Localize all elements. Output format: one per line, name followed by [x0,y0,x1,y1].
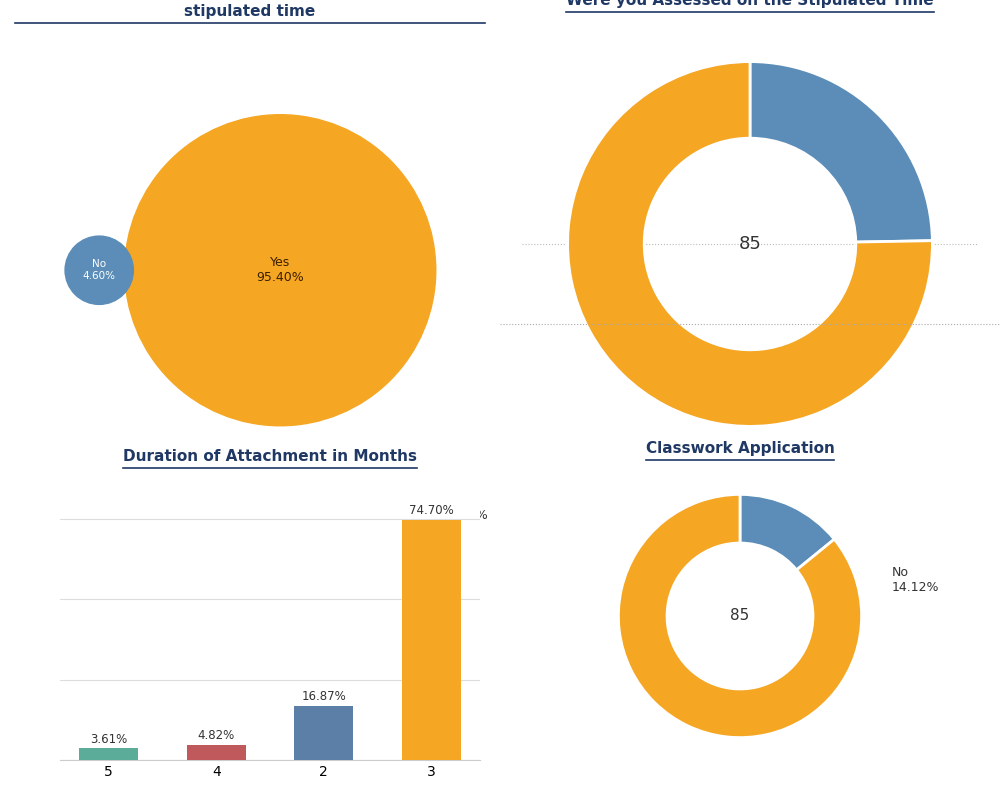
Text: Yes
75.29%: Yes 75.29% [440,494,488,522]
Text: 3.61%: 3.61% [90,733,127,746]
Bar [294,706,353,760]
Title: Students who underwent industrial attachment on the
stipulated time: Students who underwent industrial attach… [15,0,485,18]
Wedge shape [618,494,862,738]
Wedge shape [750,62,932,242]
Bar [402,520,461,760]
Text: 4.82%: 4.82% [198,729,235,742]
Text: 85: 85 [730,609,750,623]
Bar [187,745,246,760]
Title: Duration of Attachment in Months: Duration of Attachment in Months [123,449,417,464]
Bar [79,749,138,760]
Title: Were you Assessed on the Stipulated Time: Were you Assessed on the Stipulated Time [566,0,934,8]
Text: 74.70%: 74.70% [409,505,454,518]
Circle shape [65,236,133,304]
Circle shape [125,114,436,426]
Text: yes
85.88%: yes 85.88% [552,797,600,800]
Text: No
14.12%: No 14.12% [892,566,940,594]
Title: Classwork Application: Classwork Application [646,441,834,456]
Text: No
4.60%: No 4.60% [83,259,116,281]
Wedge shape [568,62,932,426]
Text: Yes
95.40%: Yes 95.40% [256,256,304,284]
Wedge shape [740,494,834,570]
Text: 16.87%: 16.87% [301,690,346,703]
Text: 85: 85 [739,235,761,253]
